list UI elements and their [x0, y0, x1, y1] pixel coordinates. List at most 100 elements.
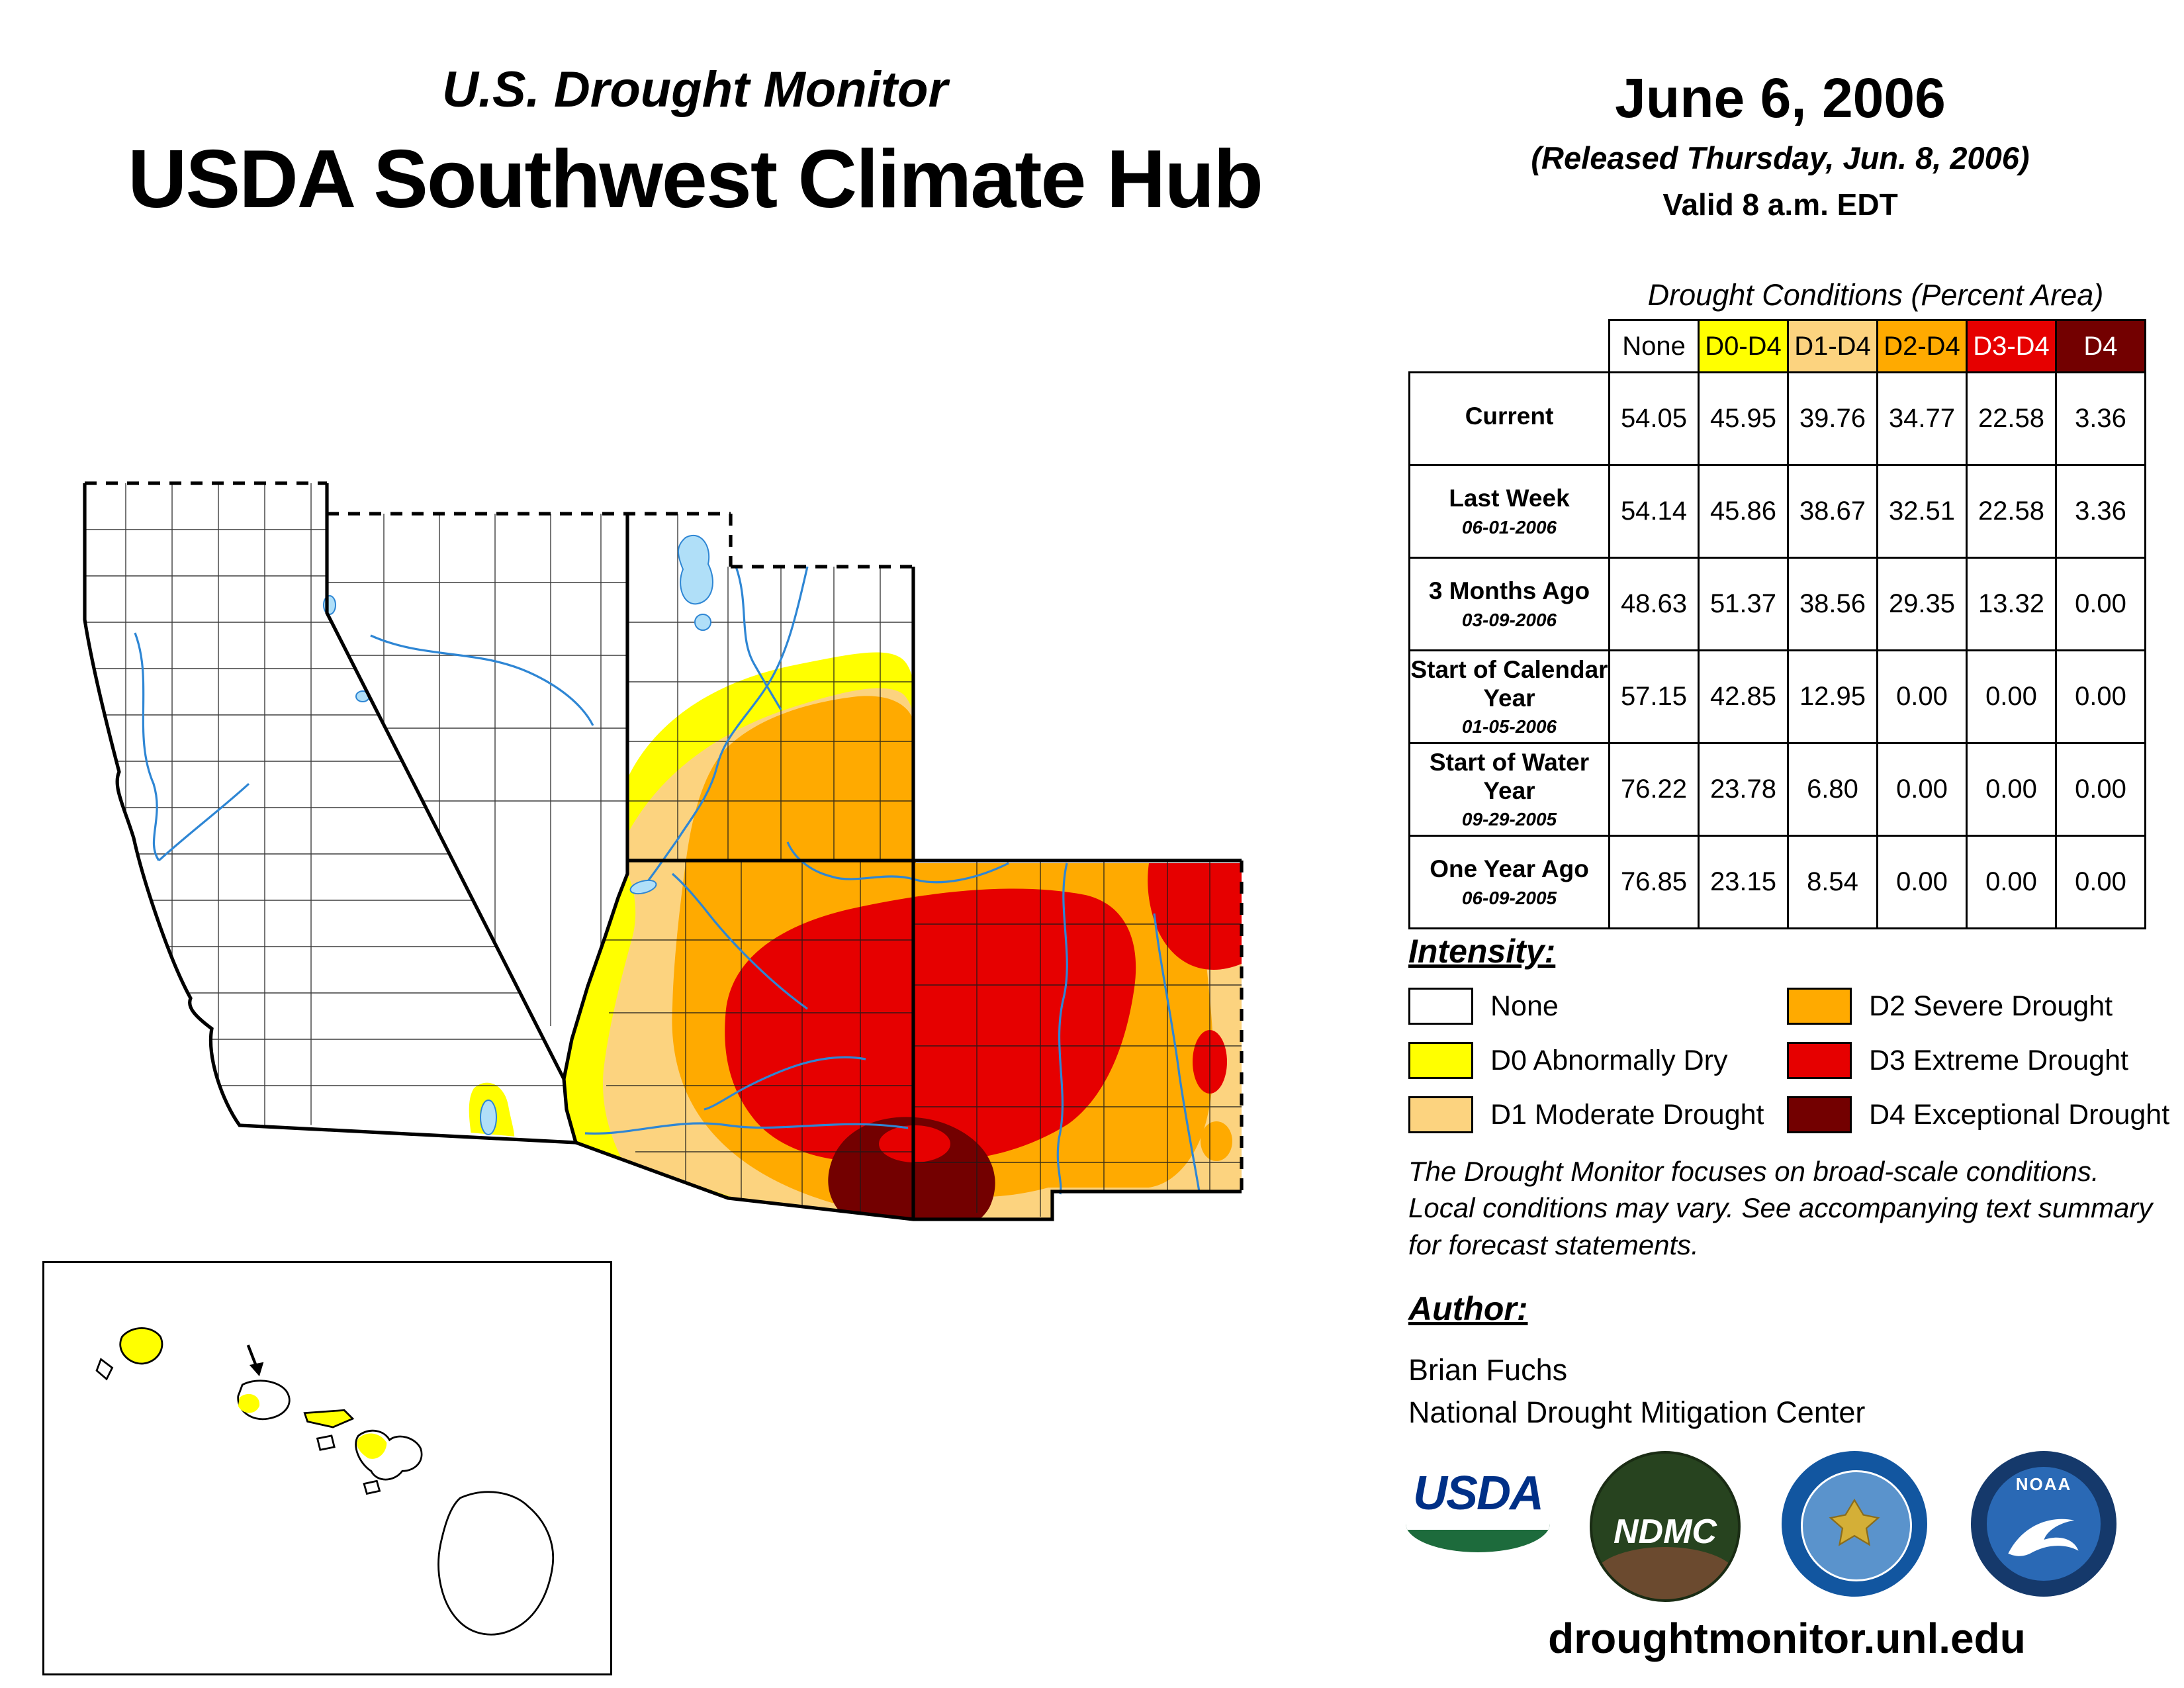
- cell-value: 13.32: [1966, 557, 2057, 651]
- oahu-annotation-arrow: [246, 1344, 264, 1377]
- cell-value: 34.77: [1876, 371, 1968, 466]
- lakes: [323, 534, 713, 1135]
- table-row-current: Current 54.05 45.95 39.76 34.77 22.58 3.…: [1408, 371, 2146, 466]
- d4-swatch: [1787, 1096, 1852, 1133]
- cell-value: 3.36: [2055, 464, 2146, 559]
- column-header-d1d4: D1-D4: [1787, 319, 1878, 373]
- cell-value: 22.58: [1966, 371, 2057, 466]
- county-boundaries: [85, 483, 1242, 1219]
- ndmc-mountain-icon: [1592, 1546, 1738, 1599]
- noaa-logo-text: NOAA: [2015, 1474, 2072, 1495]
- cell-value: 54.14: [1608, 464, 1700, 559]
- cell-value: 51.37: [1698, 557, 1789, 651]
- legend-item-d0: D0 Abnormally Dry: [1408, 1042, 1727, 1079]
- column-header-d0d4: D0-D4: [1698, 319, 1789, 373]
- cell-value: 0.00: [2055, 835, 2146, 929]
- cell-value: 0.00: [1876, 649, 1968, 744]
- legend-item-d1: D1 Moderate Drought: [1408, 1096, 1764, 1133]
- cell-value: 0.00: [2055, 557, 2146, 651]
- usda-swoosh-icon: [1406, 1523, 1550, 1552]
- valid-time: Valid 8 a.m. EDT: [1662, 187, 1898, 222]
- california-coast-border: [83, 483, 576, 1145]
- cell-value: 32.51: [1876, 464, 1968, 559]
- column-header-d4: D4: [2055, 319, 2146, 373]
- legend-item-d4: D4 Exceptional Drought: [1787, 1096, 2169, 1133]
- row-label: Start of Calendar Year 01-05-2006: [1408, 649, 1610, 744]
- column-header-d2d4: D2-D4: [1876, 319, 1968, 373]
- table-row-start-water-year: Start of Water Year 09-29-2005 76.22 23.7…: [1408, 742, 2146, 837]
- cell-value: 23.78: [1698, 742, 1789, 837]
- cell-value: 23.15: [1698, 835, 1789, 929]
- commerce-logo: [1782, 1451, 1927, 1597]
- southwest-map-svg: [83, 481, 1244, 1221]
- lake-mead: [629, 879, 657, 895]
- page-title: USDA Southwest Climate Hub: [128, 134, 1263, 225]
- maui-d0-patch: [357, 1433, 387, 1459]
- cell-value: 0.00: [2055, 742, 2146, 837]
- cell-value: 76.85: [1608, 835, 1700, 929]
- cell-value: 22.58: [1966, 464, 2057, 559]
- released-date: (Released Thursday, Jun. 8, 2006): [1531, 140, 2030, 175]
- cell-value: 0.00: [1876, 742, 1968, 837]
- mexico-border: [575, 1141, 1242, 1221]
- column-header-d3d4: D3-D4: [1966, 319, 2057, 373]
- table-row-last-week: Last Week 06-01-2006 54.14 45.86 38.67 32…: [1408, 464, 2146, 559]
- legend-item-none: None: [1408, 988, 1559, 1025]
- table-title: Drought Conditions (Percent Area): [1647, 278, 2104, 312]
- table-row-3-months-ago: 3 Months Ago 03-09-2006 48.63 51.37 38.56…: [1408, 557, 2146, 651]
- cell-value: 76.22: [1608, 742, 1700, 837]
- map-date: June 6, 2006: [1615, 67, 1946, 129]
- cell-value: 3.36: [2055, 371, 2146, 466]
- cell-value: 57.15: [1608, 649, 1700, 744]
- cell-value: 48.63: [1608, 557, 1700, 651]
- cell-value: 0.00: [1966, 649, 2057, 744]
- d3-swatch: [1787, 1042, 1852, 1079]
- table-corner-cell: [1409, 320, 1610, 373]
- cell-value: 42.85: [1698, 649, 1789, 744]
- author-title: Author:: [1408, 1290, 1528, 1327]
- table-row-start-calendar-year: Start of Calendar Year 01-05-2006 57.15 4…: [1408, 649, 2146, 744]
- column-header-none: None: [1608, 319, 1700, 373]
- cell-value: 39.76: [1787, 371, 1878, 466]
- author-organization: National Drought Mitigation Center: [1408, 1395, 1866, 1429]
- disclaimer-text: The Drought Monitor focuses on broad-sca…: [1408, 1156, 2153, 1260]
- row-label: 3 Months Ago 03-09-2006: [1408, 557, 1610, 651]
- drought-map: [66, 437, 1337, 1297]
- colorado-river-border: [562, 861, 629, 1143]
- date-block: June 6, 2006 (Released Thursday, Jun. 8,…: [1489, 66, 2071, 222]
- cell-value: 29.35: [1876, 557, 1968, 651]
- utah-lake: [694, 614, 711, 631]
- island-kahoolawe: [363, 1479, 381, 1495]
- island-kauai: [119, 1327, 163, 1365]
- hub-north-boundary-dashed: [85, 481, 913, 569]
- salton-sea: [480, 1100, 497, 1135]
- table-row-one-year-ago: One Year Ago 06-09-2005 76.85 23.15 8.54 …: [1408, 835, 2146, 929]
- row-label: Last Week 06-01-2006: [1408, 464, 1610, 559]
- d0-swatch: [1408, 1042, 1473, 1079]
- rivers: [134, 566, 1201, 1195]
- island-molokai: [303, 1409, 355, 1429]
- ndmc-logo: NDMC: [1590, 1451, 1741, 1602]
- cell-value: 0.00: [1966, 835, 2057, 929]
- cell-value: 38.56: [1787, 557, 1878, 651]
- row-label: Start of Water Year 09-29-2005: [1408, 742, 1610, 837]
- cell-value: 12.95: [1787, 649, 1878, 744]
- cell-value: 38.67: [1787, 464, 1878, 559]
- noaa-seagull-icon: [2008, 1519, 2079, 1556]
- row-label: One Year Ago 06-09-2005: [1408, 835, 1610, 929]
- hawaii-inset-svg: [95, 1327, 555, 1636]
- program-title: U.S. Drought Monitor: [441, 62, 948, 118]
- cell-value: 45.86: [1698, 464, 1789, 559]
- table-header-row: None D0-D4 D1-D4 D2-D4 D3-D4 D4: [1409, 319, 2146, 373]
- noaa-logo: NOAA: [1971, 1451, 2116, 1597]
- oahu-d0-patch: [238, 1393, 260, 1413]
- legend-title: Intensity:: [1408, 933, 1556, 970]
- drought-shading-layer: [469, 652, 1242, 1219]
- drought-conditions-table: None D0-D4 D1-D4 D2-D4 D3-D4 D4 Current …: [1408, 319, 2146, 929]
- cell-value: 0.00: [1966, 742, 2057, 837]
- cell-value: 0.00: [1876, 835, 1968, 929]
- cell-value: 45.95: [1698, 371, 1789, 466]
- state-borders: [83, 481, 1244, 1221]
- website-url[interactable]: droughtmonitor.unl.edu: [1548, 1615, 2026, 1662]
- island-niihau: [95, 1358, 114, 1381]
